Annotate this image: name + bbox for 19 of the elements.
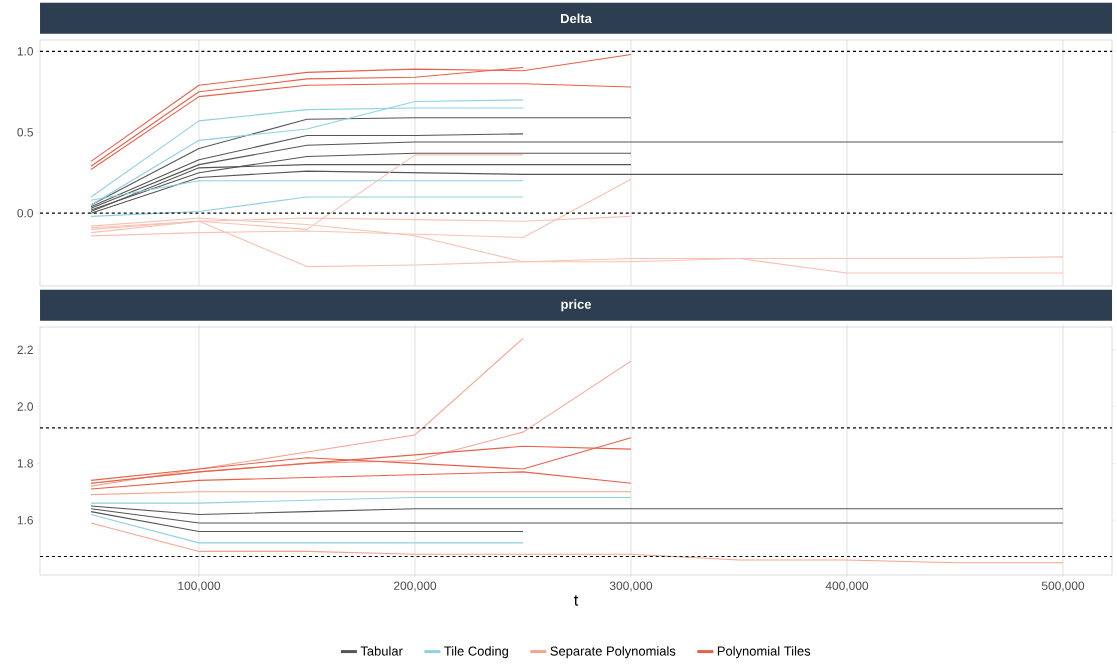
x-axis-title: t	[574, 595, 579, 606]
legend-label: Tabular	[360, 646, 403, 656]
y-tick-label: 1.0	[17, 47, 34, 56]
chart-title: Delta	[561, 13, 592, 24]
y-tick-label: 0.0	[17, 208, 34, 218]
x-tick-label: 300,000	[609, 581, 653, 592]
x-tick-label: 500,000	[1041, 581, 1085, 592]
legend-label: Tile Coding	[444, 646, 509, 659]
legend-label: Separate Polynomials	[550, 646, 676, 659]
x-tick-label: 200,000	[393, 581, 437, 592]
y-tick-label: 2.0	[17, 402, 34, 411]
chart-title: price	[561, 299, 592, 312]
y-tick-label: 0.5	[17, 128, 33, 137]
x-tick-label: 400,000	[825, 581, 869, 592]
y-tick-label: 1.6	[17, 515, 33, 525]
y-tick-label: 2.2	[17, 345, 33, 354]
x-tick-label: 100,000	[178, 581, 221, 592]
y-tick-label: 1.8	[17, 459, 33, 468]
legend-label: Polynomial Tiles	[717, 646, 811, 659]
